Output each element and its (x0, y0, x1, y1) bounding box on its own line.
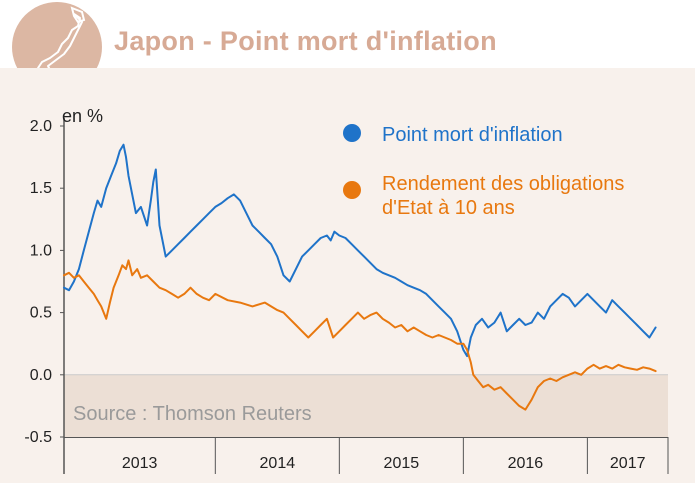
y-tick-label: 0.0 (30, 367, 52, 384)
x-tick-label: 2013 (122, 455, 158, 472)
y-tick-label: -0.5 (24, 429, 52, 446)
legend-label-bond-yield: d'Etat à 10 ans (382, 197, 515, 219)
y-tick-label: 1.0 (30, 242, 52, 259)
x-tick-label: 2014 (260, 455, 296, 472)
legend-label-breakeven: Point mort d'inflation (382, 124, 563, 146)
source-note: Source : Thomson Reuters (73, 403, 312, 425)
legend-marker-bond-yield (343, 181, 361, 199)
bond-yield-line (63, 259, 657, 411)
y-tick-label: 2.0 (30, 118, 52, 135)
x-tick-label: 2016 (508, 455, 544, 472)
y-axis-label: en % (62, 106, 103, 126)
breakeven-inflation-line (63, 143, 657, 358)
negative-region-band (64, 374, 668, 437)
legend-label-bond-yield: Rendement des obligations (382, 173, 624, 195)
x-tick-label: 2015 (384, 455, 420, 472)
legend-marker-breakeven (343, 124, 361, 142)
y-tick-label: 0.5 (30, 305, 52, 322)
y-tick-label: 1.5 (30, 180, 52, 197)
x-tick-label: 2017 (610, 455, 646, 472)
page-title: Japon - Point mort d'inflation (114, 26, 497, 56)
